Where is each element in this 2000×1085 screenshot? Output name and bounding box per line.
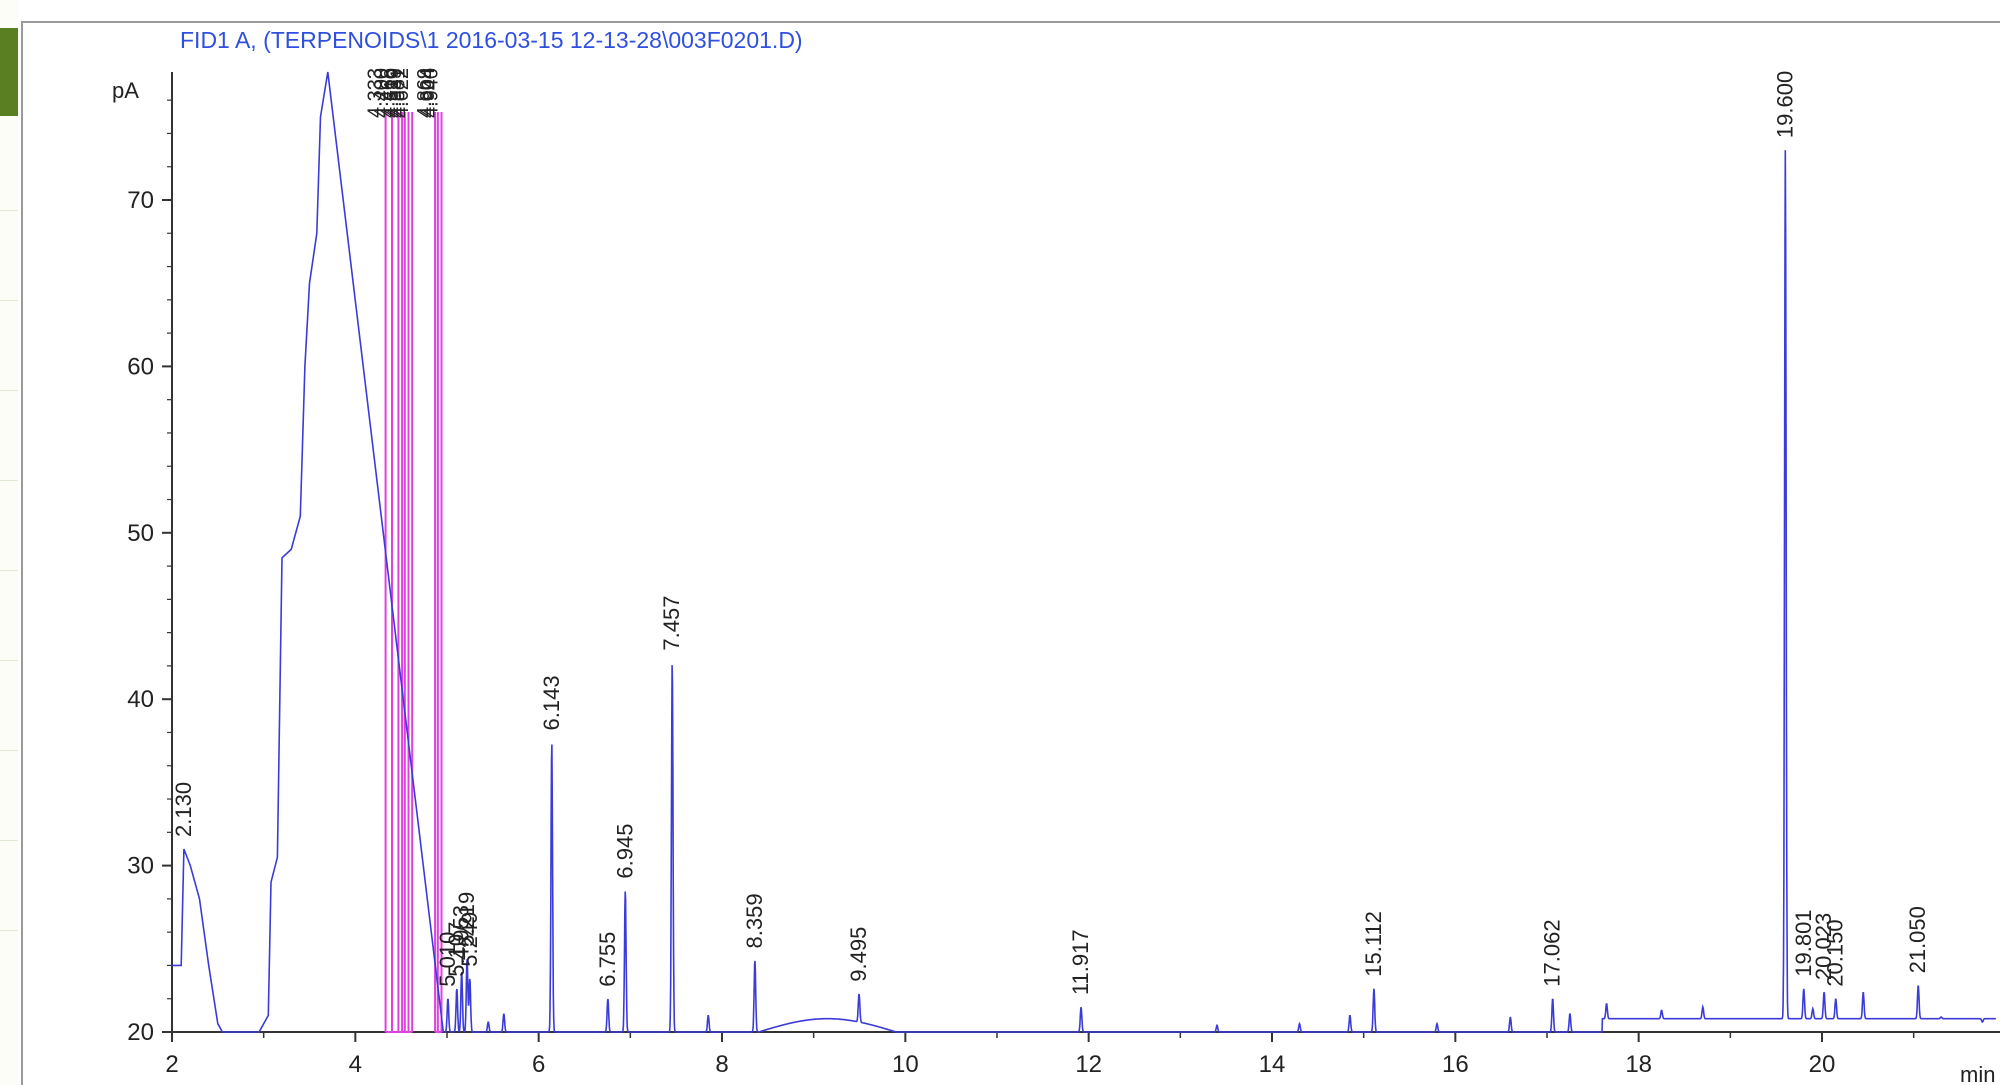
peak-retention-label: 6.755 bbox=[595, 932, 620, 987]
overload-peak-label: 4.510 bbox=[381, 68, 403, 118]
x-tick-label: 4 bbox=[349, 1051, 362, 1078]
side-panel-tab[interactable] bbox=[0, 28, 18, 116]
peak-retention-label: 20.023 bbox=[1811, 913, 1836, 980]
x-tick-label: 2 bbox=[165, 1051, 178, 1078]
overload-peak-label: 4.468 bbox=[377, 68, 399, 118]
y-tick-label: 70 bbox=[127, 187, 154, 214]
overload-peak-label: 4.869 bbox=[414, 68, 436, 118]
x-tick-label: 12 bbox=[1075, 1051, 1102, 1078]
y-tick-label: 50 bbox=[127, 520, 154, 547]
strip-divider bbox=[0, 660, 18, 661]
chart-frame bbox=[21, 21, 2000, 1085]
peak-retention-label: 19.801 bbox=[1791, 909, 1816, 976]
strip-divider bbox=[0, 930, 18, 931]
y-tick-label: 40 bbox=[127, 686, 154, 713]
strip-divider bbox=[0, 750, 18, 751]
x-axis-label: min bbox=[1960, 1062, 1995, 1085]
x-tick-label: 6 bbox=[532, 1051, 545, 1078]
peak-retention-label: 5.010 bbox=[435, 932, 460, 987]
chart-title: FID1 A, (TERPENOIDS\1 2016-03-15 12-13-2… bbox=[180, 27, 803, 53]
peak-retention-label: 21.050 bbox=[1905, 906, 1930, 973]
peak-retention-label: 15.112 bbox=[1361, 911, 1386, 977]
overload-peak-label: 4.581 bbox=[388, 68, 410, 118]
peak-retention-label: 6.945 bbox=[612, 823, 637, 878]
peak-retention-label: 17.062 bbox=[1540, 919, 1565, 986]
overload-peak-label: 4.400 bbox=[371, 68, 393, 118]
peak-retention-label: 19.600 bbox=[1772, 71, 1797, 138]
x-tick-label: 16 bbox=[1442, 1051, 1469, 1078]
peak-retention-label: 6.143 bbox=[539, 675, 564, 730]
peak-retention-label: 8.359 bbox=[742, 893, 767, 948]
peak-retention-label: 9.495 bbox=[846, 927, 871, 982]
peak-retention-label: 5.249 bbox=[457, 912, 482, 967]
peak-retention-label: 5.219 bbox=[454, 892, 479, 947]
peak-retention-label: 11.917 bbox=[1068, 929, 1093, 995]
strip-divider bbox=[0, 390, 18, 391]
overload-peak-label: 4.622 bbox=[391, 68, 413, 118]
overload-peak-label: 4.904 bbox=[417, 68, 439, 118]
x-tick-label: 14 bbox=[1259, 1051, 1286, 1078]
strip-divider bbox=[0, 570, 18, 571]
overload-peak-label: 4.539 bbox=[384, 68, 406, 118]
peak-retention-label: 4.953 bbox=[449, 905, 474, 960]
x-tick-label: 8 bbox=[715, 1051, 728, 1078]
strip-divider bbox=[0, 840, 18, 841]
y-axis-label: pA bbox=[112, 78, 139, 103]
strip-divider bbox=[0, 480, 18, 481]
peak-retention-label: 2.130 bbox=[171, 782, 196, 837]
x-tick-label: 20 bbox=[1809, 1051, 1836, 1078]
strip-divider bbox=[0, 210, 18, 211]
y-tick-label: 60 bbox=[127, 353, 154, 380]
side-panel-strip bbox=[0, 0, 18, 1085]
overload-peak-label: 4.333 bbox=[365, 68, 387, 118]
y-tick-label: 30 bbox=[127, 853, 154, 880]
signal-trace bbox=[172, 71, 1996, 1033]
y-tick-label: 20 bbox=[127, 1019, 154, 1046]
strip-divider bbox=[0, 300, 18, 301]
overload-peak-label: 4.940 bbox=[421, 68, 443, 118]
peak-retention-label: 20.150 bbox=[1823, 919, 1848, 986]
peak-retention-label: 5.107 bbox=[444, 922, 469, 977]
x-tick-label: 18 bbox=[1625, 1051, 1652, 1078]
x-tick-label: 10 bbox=[892, 1051, 919, 1078]
peak-retention-label: 7.457 bbox=[659, 596, 684, 651]
